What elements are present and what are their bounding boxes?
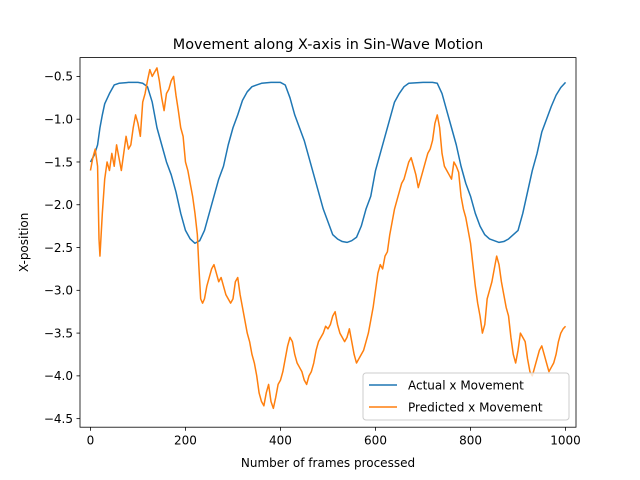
x-tick-label: 200: [174, 434, 197, 448]
legend-label-predicted: Predicted x Movement: [408, 401, 543, 415]
y-axis-label: X-position: [17, 213, 31, 272]
series-line-predicted: [89, 67, 567, 410]
chart-title: Movement along X-axis in Sin-Wave Motion: [173, 37, 483, 53]
axes-frame: [79, 57, 577, 428]
x-tick-label: 400: [269, 434, 292, 448]
x-tick-label: 0: [87, 434, 95, 448]
y-tick-label: −2.0: [44, 198, 73, 212]
y-tick-label: −1.0: [44, 113, 73, 127]
legend-label-actual: Actual x Movement: [408, 379, 524, 393]
y-axis: −0.5 −1.0 −1.5 −2.0 −2.5 −3.0 −3.5 −4.0 −4.5: [44, 70, 80, 426]
legend-frame: [362, 372, 570, 421]
series-line-actual: [89, 81, 567, 245]
y-tick-label: −0.5: [44, 70, 73, 84]
y-tick-label: −4.5: [44, 412, 73, 426]
y-tick-label: −1.5: [44, 155, 73, 169]
y-tick-label: −4.0: [44, 369, 73, 383]
legend: Actual x Movement Predicted x Movement: [362, 372, 570, 421]
series-group: [89, 67, 567, 410]
x-tick-label: 1000: [550, 434, 581, 448]
plot-area: [80, 57, 576, 428]
x-axis-label: Number of frames processed: [241, 456, 415, 470]
x-tick-label: 600: [364, 434, 387, 448]
y-tick-label: −2.5: [44, 241, 73, 255]
x-axis: 0 200 400 600 800 1000: [87, 427, 581, 448]
x-tick-label: 800: [459, 434, 482, 448]
y-tick-label: −3.0: [44, 284, 73, 298]
y-tick-label: −3.5: [44, 326, 73, 340]
